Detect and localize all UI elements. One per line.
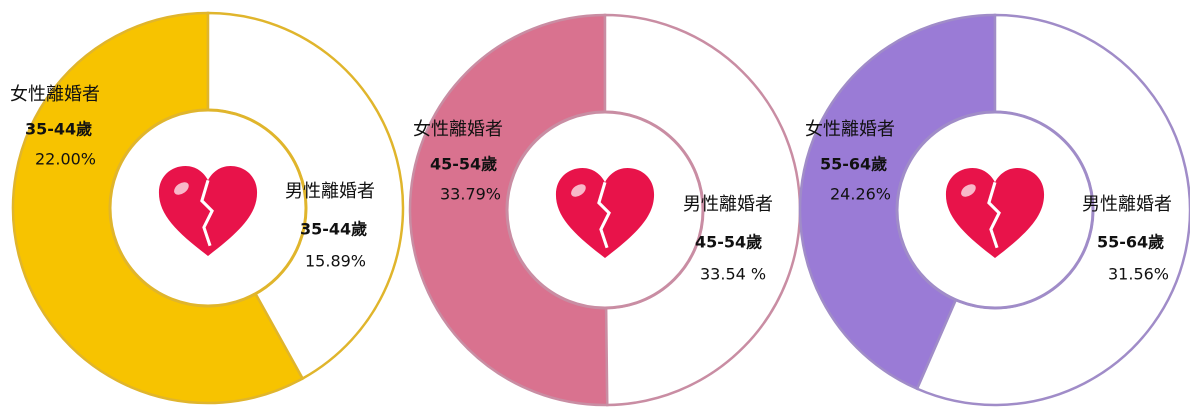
category-label: 男性離婚者 [1082, 194, 1172, 215]
age-group: 55-64歲 [820, 155, 887, 174]
category-label: 女性離婚者 [413, 119, 503, 140]
category-label: 男性離婚者 [683, 194, 773, 215]
value-label: 31.56% [1108, 265, 1169, 284]
category-label: 女性離婚者 [10, 84, 100, 105]
category-label: 女性離婚者 [805, 119, 895, 140]
category-label: 男性離婚者 [285, 181, 375, 202]
value-label: 24.26% [830, 185, 891, 204]
age-group: 35-44歲 [25, 120, 92, 139]
value-label: 15.89% [305, 252, 366, 271]
value-label: 33.54 % [700, 265, 766, 284]
age-group: 45-54歲 [695, 233, 762, 252]
age-group: 45-54歲 [430, 155, 497, 174]
value-label: 22.00% [35, 150, 96, 169]
value-label: 33.79% [440, 185, 501, 204]
age-group: 55-64歲 [1097, 233, 1164, 252]
age-group: 35-44歲 [300, 220, 367, 239]
